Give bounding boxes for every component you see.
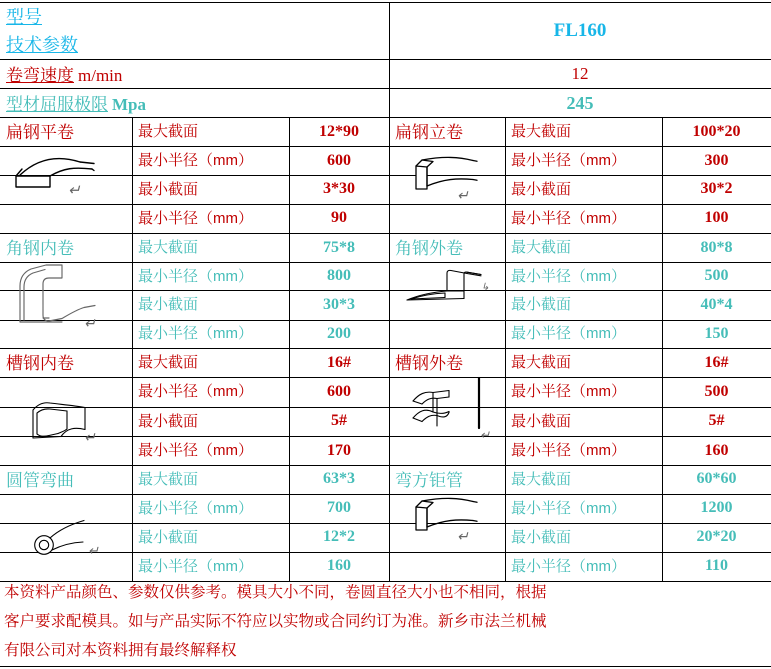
svg-text:↵: ↵ — [480, 428, 490, 442]
svg-text:↵: ↵ — [84, 315, 96, 331]
svg-text:↵: ↵ — [84, 429, 96, 445]
svg-text:↵: ↵ — [88, 543, 99, 558]
svg-text:↵: ↵ — [457, 528, 469, 544]
svg-text:↵: ↵ — [68, 182, 81, 199]
svg-text:↳: ↳ — [481, 282, 489, 293]
svg-text:↵: ↵ — [457, 187, 469, 203]
